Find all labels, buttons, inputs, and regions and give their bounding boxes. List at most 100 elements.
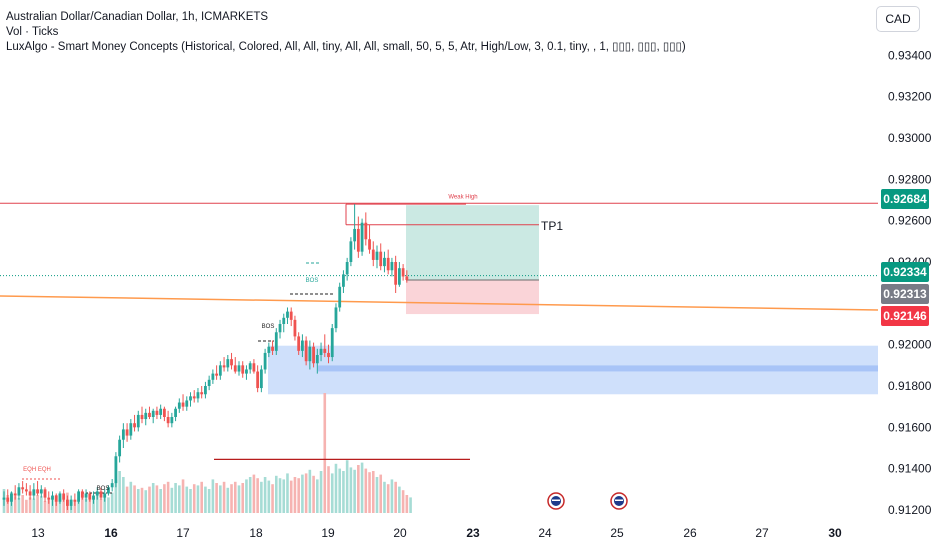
candle-body — [107, 487, 110, 494]
annotation-layer: Weak High TP1 BOS BOS BOS EQH EQH — [23, 194, 628, 510]
price-tick-label: 0.91800 — [888, 379, 932, 393]
candle-body — [312, 346, 315, 364]
volume-bar — [166, 481, 170, 513]
volume-bar — [163, 484, 166, 513]
candles-layer — [2, 204, 409, 510]
price-axis[interactable]: 0.934000.932000.930000.928000.926000.924… — [888, 48, 932, 517]
candle-body — [151, 410, 155, 417]
volume-bar — [386, 484, 390, 513]
candle-body — [136, 414, 140, 428]
volume-bar — [368, 472, 371, 513]
candle-body — [24, 489, 28, 492]
volume-bar — [286, 473, 289, 513]
candle-body — [192, 396, 196, 399]
candle-body — [360, 222, 364, 252]
candle-body — [364, 222, 368, 240]
candle-body — [148, 412, 151, 417]
candle-body — [390, 262, 394, 271]
price-tag-label: 0.92313 — [883, 287, 927, 301]
time-tick-label: 18 — [249, 526, 263, 540]
volume-bar — [312, 475, 315, 513]
candle-body — [215, 373, 219, 376]
candle-body — [185, 400, 189, 407]
candle-body — [62, 493, 66, 500]
candle-body — [174, 408, 177, 417]
volume-bar — [40, 496, 43, 513]
candle-body — [92, 495, 95, 500]
candle-body — [327, 352, 330, 358]
candle-body — [405, 276, 409, 280]
weak-high-label: Weak High — [448, 194, 477, 200]
candle-body — [386, 257, 390, 271]
volume-bar — [125, 486, 129, 513]
candle-body — [323, 348, 327, 353]
symbol-title[interactable]: Australian Dollar/Canadian Dollar, 1h, I… — [6, 11, 269, 23]
volume-bar — [17, 498, 21, 513]
volume-indicator-label[interactable]: Vol · Ticks — [6, 26, 59, 38]
volume-bar — [252, 474, 256, 513]
candle-body — [274, 332, 278, 351]
price-tick-label: 0.92600 — [888, 214, 932, 228]
volume-bar — [349, 467, 353, 513]
volume-bar — [133, 485, 136, 513]
lines-layer — [0, 202, 879, 494]
candle-body — [125, 429, 129, 436]
price-tag: 0.92313 — [881, 284, 929, 304]
candle-body — [204, 386, 207, 395]
candle-body — [289, 311, 293, 320]
volume-bar — [375, 477, 379, 513]
volume-bar — [36, 495, 39, 513]
volume-bar — [88, 499, 92, 513]
event-icon-stripe — [615, 499, 623, 501]
candle-body — [6, 497, 10, 502]
volume-bar — [323, 393, 327, 513]
candle-body — [2, 497, 6, 500]
currency-button[interactable]: CAD — [876, 6, 920, 32]
time-axis[interactable]: 13 16 17 18 19 20 23 24 25 26 27 30 — [31, 526, 842, 540]
volume-bar — [140, 487, 144, 513]
time-tick-label: 27 — [755, 526, 769, 540]
volume-bar — [84, 498, 88, 513]
candle-body — [308, 346, 312, 362]
candle-body — [207, 379, 211, 386]
candle-body — [375, 251, 379, 260]
candle-body — [226, 359, 230, 368]
volume-bar — [170, 487, 174, 513]
volume-bar — [222, 481, 226, 513]
smc-indicator-label[interactable]: LuxAlgo - Smart Money Concepts (Historic… — [6, 41, 686, 53]
candle-body — [278, 324, 282, 333]
volume-bar — [219, 485, 222, 513]
candle-body — [17, 487, 21, 496]
volume-bar — [25, 499, 28, 513]
candle-body — [401, 268, 405, 277]
volume-bar — [360, 462, 364, 513]
candle-body — [32, 489, 36, 496]
volume-bar — [77, 497, 80, 513]
volume-bar — [148, 486, 151, 513]
volume-bar — [338, 468, 341, 513]
candle-body — [58, 493, 62, 502]
volume-bar — [47, 499, 51, 513]
candle-body — [21, 487, 25, 490]
volume-bar — [248, 477, 252, 513]
time-tick-label: 19 — [321, 526, 335, 540]
candle-body — [196, 392, 200, 399]
bos-label: BOS — [97, 486, 110, 492]
volume-bar — [226, 487, 230, 513]
volume-bar — [353, 469, 356, 513]
candle-body — [177, 402, 181, 409]
volume-bar — [103, 495, 107, 513]
volume-bar — [233, 481, 237, 513]
candle-body — [353, 228, 357, 242]
volume-bar — [316, 479, 319, 513]
candle-body — [368, 239, 371, 250]
candle-body — [233, 365, 237, 372]
price-tick-label: 0.92800 — [888, 172, 932, 186]
time-tick-label: 16 — [104, 526, 118, 540]
candle-body — [211, 373, 215, 380]
candle-body — [222, 365, 226, 368]
candle-body — [84, 493, 88, 498]
price-tick-label: 0.91600 — [888, 420, 932, 434]
candle-body — [95, 491, 99, 496]
